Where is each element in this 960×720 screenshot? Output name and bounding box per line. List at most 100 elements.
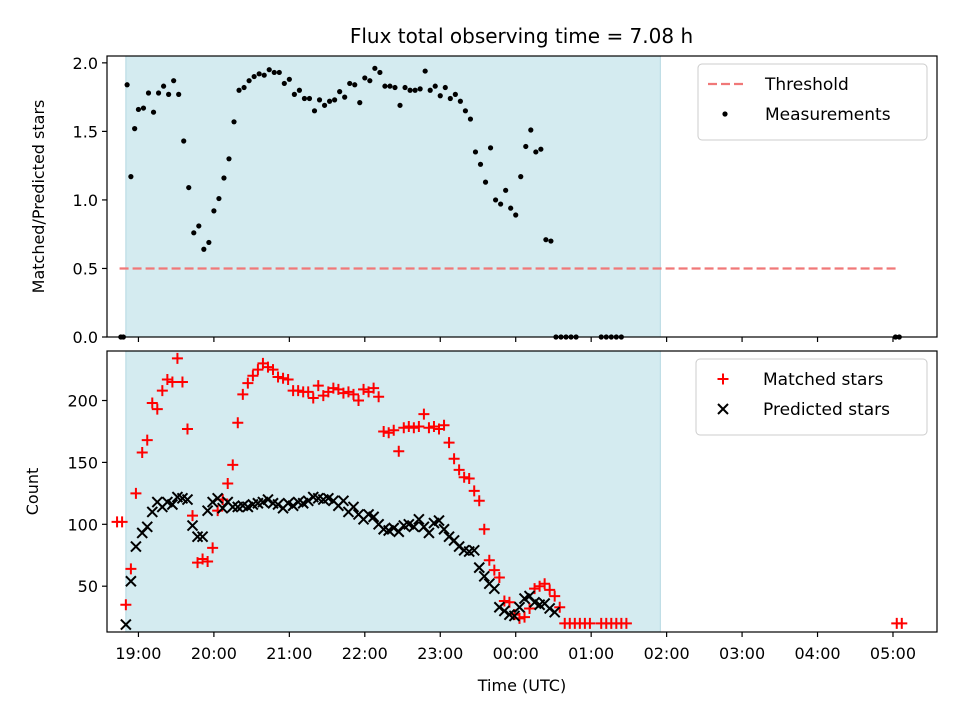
matched-point xyxy=(337,387,349,399)
x-tick-label: 01:00 xyxy=(568,644,614,663)
measurement-point xyxy=(181,138,187,144)
x-tick-label: 04:00 xyxy=(794,644,840,663)
measurement-point xyxy=(412,87,418,93)
measurement-point xyxy=(382,83,388,89)
predicted-point xyxy=(211,492,224,505)
matched-point xyxy=(418,408,430,420)
measurement-point xyxy=(472,149,479,155)
y-tick-label: 2.0 xyxy=(73,54,98,73)
matched-point xyxy=(327,382,339,394)
matched-point xyxy=(187,510,199,522)
predicted-point xyxy=(473,561,485,574)
measurement-point xyxy=(518,174,524,180)
y-tick-label: 1.5 xyxy=(73,122,98,141)
x-tick-label: 22:00 xyxy=(342,644,388,663)
predicted-point xyxy=(186,519,199,532)
legend-label: Threshold xyxy=(764,75,849,95)
matched-point xyxy=(620,617,632,629)
measurement-point xyxy=(221,175,227,181)
matched-point xyxy=(398,422,410,434)
matched-point xyxy=(292,385,304,397)
top-panel: 0.0 0.5 1.0 1.5 2.0 Matched/Predicted stars Th… xyxy=(29,54,938,347)
predicted-point xyxy=(367,511,380,523)
measurement-point xyxy=(387,83,393,89)
y-tick-label: 0.5 xyxy=(73,259,98,278)
measurement-point xyxy=(160,83,167,89)
matched-point xyxy=(252,364,264,376)
matched-point xyxy=(473,495,485,507)
matched-point xyxy=(408,422,420,434)
measurement-point xyxy=(306,95,313,102)
predicted-point xyxy=(513,601,526,613)
measurement-point xyxy=(231,119,237,125)
measurement-point xyxy=(316,97,323,103)
matched-point xyxy=(302,386,314,398)
matched-point xyxy=(443,437,455,449)
matched-point xyxy=(403,421,415,433)
x-tick-label: 05:00 xyxy=(870,644,916,663)
legend: Matched stars Predicted stars xyxy=(695,358,928,436)
chart-title: Flux total observing time = 7.08 h xyxy=(350,24,693,48)
measurement-point xyxy=(145,90,152,96)
predicted-point xyxy=(548,606,561,618)
measurement-point xyxy=(357,100,363,106)
measurement-point xyxy=(246,78,252,84)
legend: Threshold Measurements xyxy=(697,63,928,141)
measurement-point xyxy=(150,109,157,115)
observing-window xyxy=(125,350,661,633)
measurement-point xyxy=(538,146,544,152)
x-tick-label: 23:00 xyxy=(417,644,463,663)
measurement-point xyxy=(372,65,378,71)
matched-point xyxy=(136,447,148,459)
legend-label: Measurements xyxy=(765,105,891,125)
measurement-point xyxy=(492,197,499,203)
measurement-point xyxy=(140,105,147,111)
measurement-point xyxy=(135,106,142,113)
measurement-point xyxy=(155,90,162,96)
matched-point xyxy=(312,380,324,392)
matched-point xyxy=(463,473,475,485)
legend-marker xyxy=(722,111,728,117)
measurement-point xyxy=(482,179,489,185)
measurement-point xyxy=(548,238,554,244)
measurement-point xyxy=(503,187,509,193)
legend-marker xyxy=(717,403,729,415)
measurement-point xyxy=(417,86,423,92)
matched-point xyxy=(176,376,188,388)
measurement-point xyxy=(171,78,177,84)
matched-point xyxy=(222,477,234,489)
measurement-point xyxy=(321,102,328,108)
x-tick-label: 03:00 xyxy=(719,644,765,663)
x-tick-label: 00:00 xyxy=(493,644,539,663)
matched-point xyxy=(458,471,470,483)
matched-point xyxy=(232,417,244,429)
matched-point xyxy=(342,386,354,398)
x-axis-label: Time (UTC) xyxy=(477,676,566,695)
matched-point xyxy=(347,388,359,400)
y-tick-label: 100 xyxy=(67,515,98,534)
matched-point xyxy=(267,364,279,376)
predicted-point xyxy=(191,530,204,543)
measurement-point xyxy=(467,116,474,122)
matched-point xyxy=(125,563,137,575)
matched-point xyxy=(161,373,173,385)
measurement-point xyxy=(261,72,267,78)
matched-point xyxy=(549,590,561,602)
measurement-point xyxy=(271,69,277,76)
measurement-point xyxy=(124,82,130,88)
matched-point xyxy=(116,516,128,528)
matched-point xyxy=(488,564,500,576)
measurement-point xyxy=(422,68,428,74)
measurement-point xyxy=(342,94,348,100)
x-tick-label: 21:00 xyxy=(266,644,312,663)
predicted-point xyxy=(181,493,194,506)
measurement-point xyxy=(367,78,373,84)
measurement-point xyxy=(337,89,343,95)
matched-point xyxy=(130,487,142,499)
matched-point xyxy=(438,419,450,431)
measurement-point xyxy=(206,239,212,246)
y-tick-label: 200 xyxy=(67,392,98,411)
measurement-point xyxy=(226,156,232,162)
matched-point xyxy=(519,611,531,623)
